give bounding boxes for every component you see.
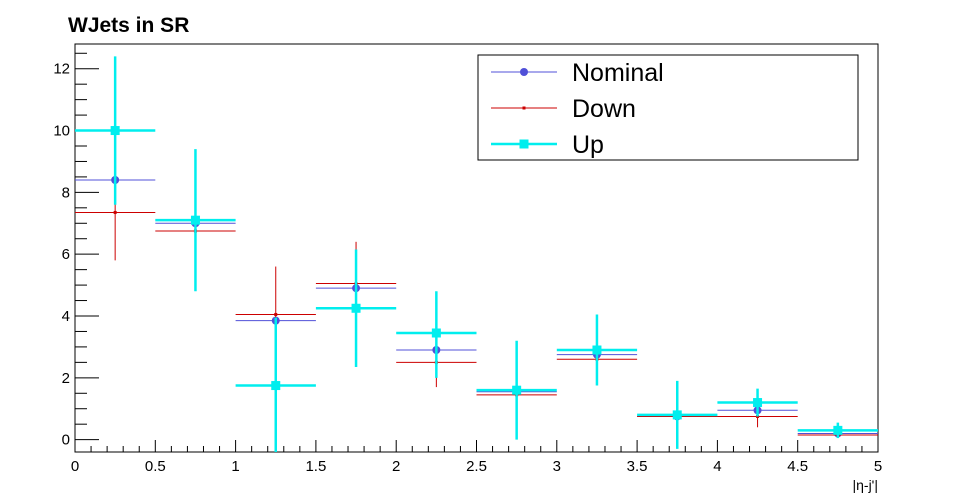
- legend-marker: [520, 68, 528, 76]
- series-layer: [75, 56, 878, 452]
- data-point: [110, 126, 120, 136]
- data-point: [271, 381, 281, 391]
- x-tick-label: 2: [392, 458, 400, 475]
- legend-entry-up: Up: [491, 131, 604, 159]
- data-point: [431, 328, 441, 338]
- legend-marker: [519, 139, 529, 149]
- data-point: [274, 312, 278, 316]
- y-tick-label: 4: [62, 308, 70, 325]
- y-tick-label: 8: [62, 184, 70, 201]
- x-tick-label: 5: [874, 458, 882, 475]
- data-point: [351, 303, 361, 313]
- x-tick-label: 4: [713, 458, 721, 475]
- y-tick-label: 6: [62, 246, 70, 263]
- x-tick-label: 1: [231, 458, 239, 475]
- legend-entry-down: Down: [491, 95, 636, 123]
- data-point: [753, 398, 763, 408]
- y-tick-label: 0: [62, 432, 70, 449]
- x-tick-label: 2.5: [466, 458, 487, 475]
- x-tick-label: 0.5: [145, 458, 166, 475]
- x-tick-label: 3: [553, 458, 561, 475]
- legend-label: Down: [572, 95, 636, 123]
- data-point: [672, 410, 682, 420]
- x-axis: 0 0.5 1 1.5 2 2.5 3 3.5 4 4.5 5: [71, 440, 882, 475]
- legend-label: Nominal: [572, 59, 664, 87]
- y-tick-label: 12: [53, 61, 70, 78]
- data-point: [592, 345, 602, 355]
- data-point: [113, 210, 117, 214]
- chart-title: WJets in SR: [68, 14, 189, 37]
- x-tick-label: 1.5: [305, 458, 326, 475]
- series-up: [75, 56, 878, 452]
- y-tick-label: 2: [62, 370, 70, 387]
- x-tick-label: 3.5: [627, 458, 648, 475]
- x-axis-label: |η-j'|: [852, 477, 878, 493]
- legend: Nominal Down Up: [477, 54, 859, 161]
- data-point: [833, 425, 843, 435]
- y-axis: 0 2 4 6 8 10 12: [53, 52, 99, 449]
- data-point: [190, 215, 200, 225]
- data-point: [512, 385, 522, 395]
- y-tick-label: 10: [53, 123, 70, 140]
- legend-marker: [522, 106, 526, 110]
- legend-entry-nominal: Nominal: [491, 59, 664, 87]
- legend-label: Up: [572, 131, 604, 159]
- x-tick-label: 4.5: [787, 458, 808, 475]
- x-tick-label: 0: [71, 458, 79, 475]
